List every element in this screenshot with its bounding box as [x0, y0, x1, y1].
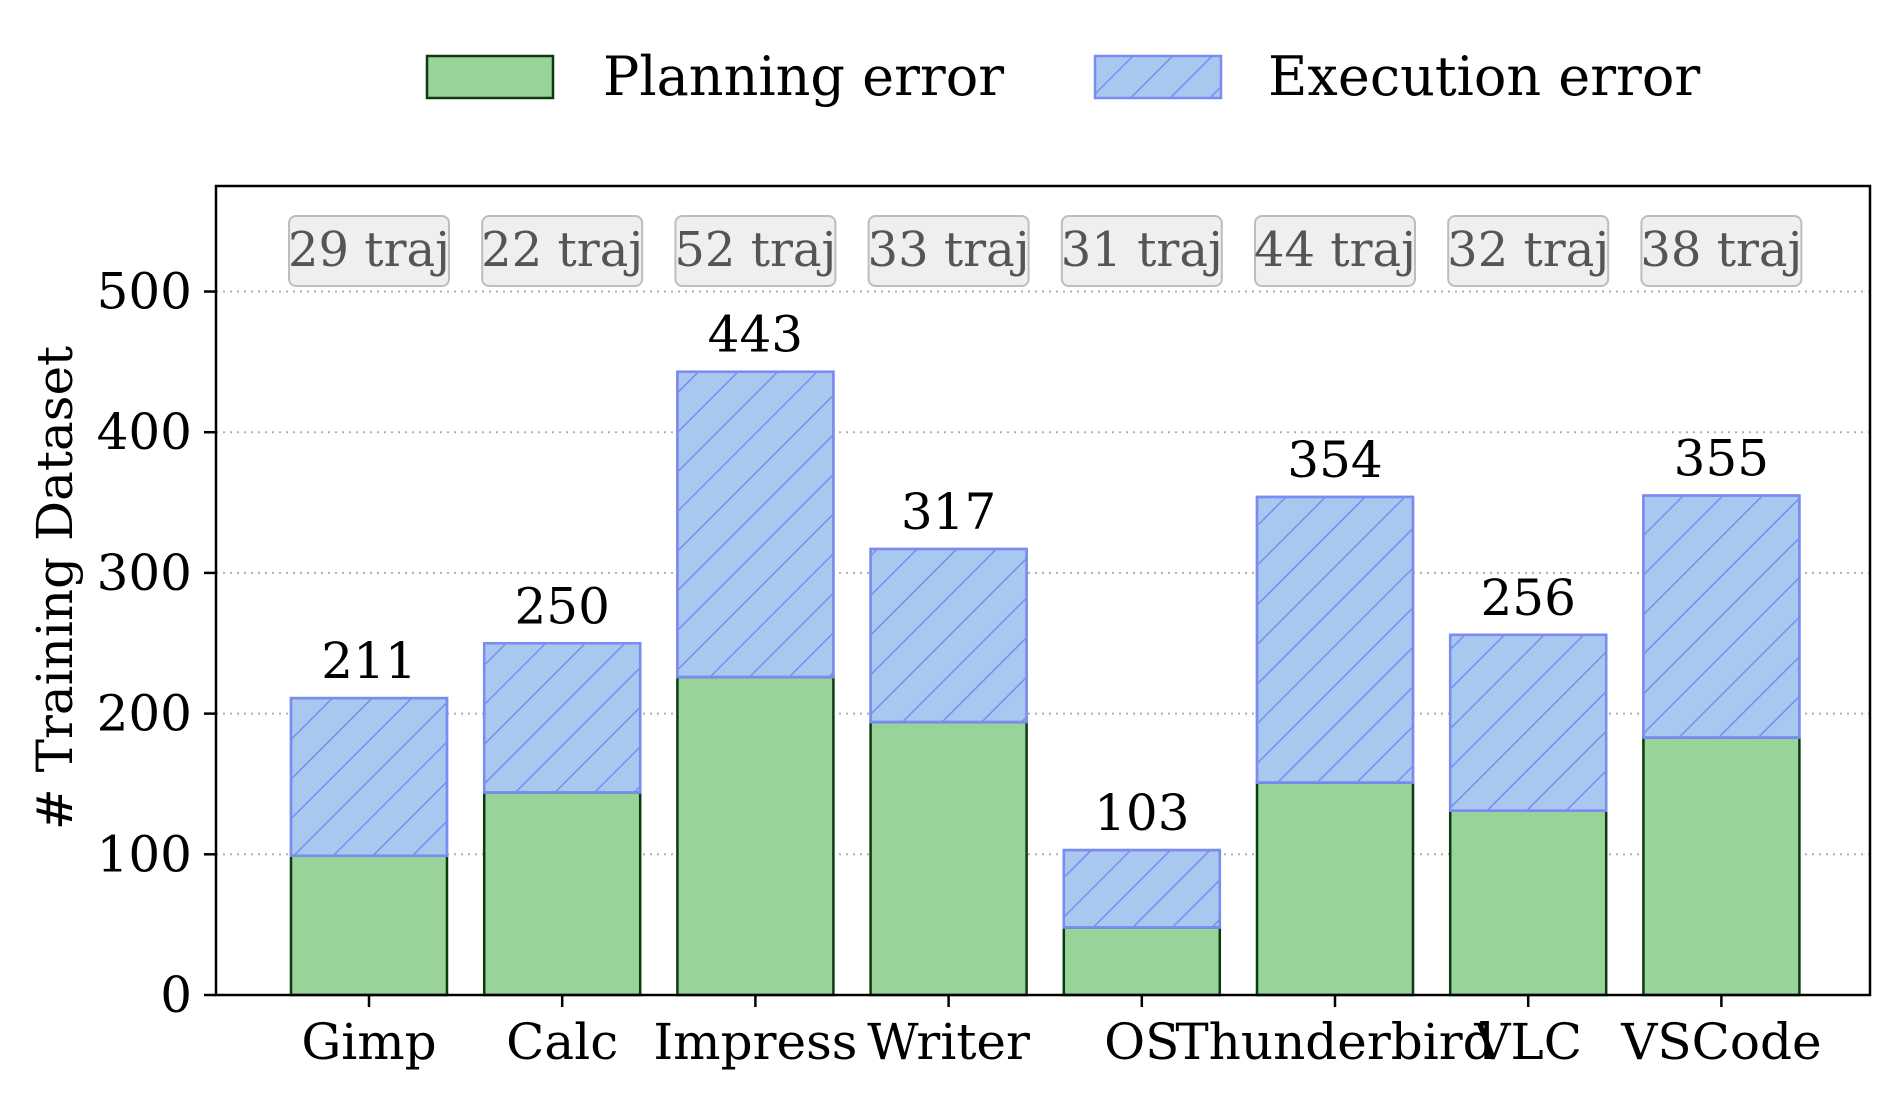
traj-label-writer: 33 traj: [868, 222, 1030, 278]
x-tick-label-calc: Calc: [506, 1013, 618, 1071]
traj-label-calc: 22 traj: [481, 222, 643, 278]
traj-label-gimp: 29 traj: [288, 222, 450, 278]
y-ticks: 0 100 200 300 400 500: [97, 263, 216, 1024]
y-tick-label-200: 200: [97, 685, 192, 743]
x-tick-label-vscode: VSCode: [1620, 1013, 1821, 1071]
bar-hatch-execution-error-vlc: [1448, 633, 1608, 812]
y-axis-label: # Training Dataset: [26, 346, 84, 830]
bar-hatch-execution-error-vscode: [1642, 494, 1801, 739]
bar-hatch-execution-error-os: [1062, 848, 1222, 929]
traj-label-os: 31 traj: [1061, 222, 1223, 278]
traj-badges: 29 traj 22 traj 52 traj 33 traj 31 traj 44 tr…: [288, 215, 1803, 287]
x-tick-label-thunderbird: Thunderbird: [1175, 1013, 1494, 1071]
traj-badge-gimp: [288, 215, 450, 287]
y-tick-label-100: 100: [97, 825, 192, 883]
total-label-calc: 250: [514, 577, 609, 635]
x-tick-label-gimp: Gimp: [301, 1013, 436, 1071]
total-label-vscode: 355: [1674, 430, 1769, 488]
traj-badge-os: [1060, 215, 1223, 287]
y-tick-label-500: 500: [97, 263, 192, 321]
traj-label-vscode: 38 traj: [1640, 222, 1802, 278]
bar-hatch-execution-error-impress: [676, 370, 835, 679]
total-labels: 211 250 443 317 103 354 256 355: [321, 306, 1769, 842]
x-tick-label-writer: Writer: [867, 1013, 1030, 1071]
traj-badge-vlc: [1447, 215, 1610, 287]
bar-hatch-execution-error-writer: [869, 547, 1028, 724]
y-tick-label-300: 300: [97, 544, 192, 602]
traj-badge-writer: [867, 215, 1030, 287]
total-label-writer: 317: [901, 483, 996, 541]
legend-swatch-execution-hatch: [1095, 56, 1221, 98]
bar-planning-error-os: [1062, 926, 1222, 997]
bar-planning-error-impress: [676, 675, 835, 997]
plot-frame: [214, 184, 1872, 997]
total-label-gimp: 211: [321, 632, 416, 690]
total-label-thunderbird: 354: [1287, 431, 1382, 489]
traj-label-thunderbird: 44 traj: [1254, 222, 1416, 278]
bar-hatch-execution-error-calc: [482, 642, 642, 794]
traj-badge-thunderbird: [1254, 215, 1416, 287]
total-label-impress: 443: [708, 306, 803, 364]
bars: [289, 370, 1801, 997]
traj-label-vlc: 32 traj: [1447, 222, 1609, 278]
bar-planning-error-vlc: [1448, 809, 1608, 997]
traj-badge-impress: [674, 215, 837, 287]
legend-swatch-planning: [425, 54, 555, 100]
traj-badge-vscode: [1640, 215, 1803, 287]
bar-planning-error-thunderbird: [1255, 781, 1415, 997]
bar-planning-error-writer: [869, 720, 1028, 997]
y-tick-label-400: 400: [97, 403, 192, 461]
legend: Planning error Execution error: [425, 45, 1700, 108]
total-label-os: 103: [1094, 784, 1189, 842]
traj-label-impress: 52 traj: [674, 222, 836, 278]
bar-hatch-execution-error-gimp: [289, 696, 449, 857]
legend-label-execution: Execution error: [1268, 45, 1700, 108]
bar-planning-error-vscode: [1642, 736, 1801, 997]
legend-label-planning: Planning error: [603, 45, 1004, 108]
y-tick-label-0: 0: [160, 966, 192, 1024]
total-label-vlc: 256: [1480, 569, 1575, 627]
bar-hatch-execution-error-thunderbird: [1255, 495, 1415, 784]
bar-planning-error-gimp: [289, 854, 449, 997]
traj-badge-calc: [481, 215, 644, 287]
bar-planning-error-calc: [482, 791, 642, 997]
x-tick-label-os: OS: [1104, 1013, 1179, 1071]
x-tick-label-vlc: VLC: [1473, 1013, 1582, 1071]
x-tick-label-impress: Impress: [653, 1013, 857, 1071]
grid: [216, 290, 1870, 856]
